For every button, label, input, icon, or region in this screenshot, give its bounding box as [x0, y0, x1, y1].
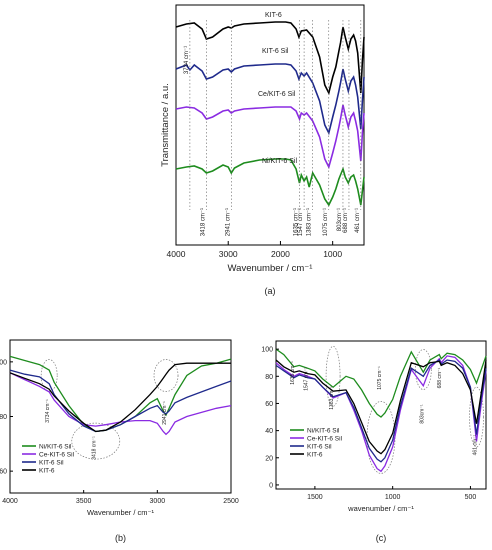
series-line-a-0 — [175, 21, 365, 96]
series-label-a: KIT-6 Sil — [262, 48, 289, 55]
series-label-a: Ce/KIT-6 Sil — [258, 91, 296, 98]
series-line-c-0 — [275, 348, 487, 418]
annotation-a: 1075 cm⁻¹ — [323, 208, 329, 236]
y-tick-label-b: 80 — [0, 414, 7, 421]
x-tick-label-a: 1000 — [323, 249, 342, 259]
annotation-a: 3734 cm⁻¹ — [184, 46, 190, 74]
y-tick-label-c: 20 — [265, 455, 273, 462]
series-line-c-2 — [275, 359, 487, 463]
annotation-a: 461 cm⁻¹ — [355, 208, 361, 233]
legend-label-b: KIT-6 Sil — [39, 459, 64, 466]
x-tick-label-a: 3000 — [219, 249, 238, 259]
annotation-b: 3418 cm⁻¹ — [92, 436, 98, 460]
series-line-c-3 — [275, 359, 487, 455]
legend-label-c: KIT-6 Sil — [307, 443, 332, 450]
y-tick-label-c: 100 — [261, 347, 273, 354]
annotation-a: 803cm⁻¹ — [337, 208, 343, 231]
annotation-c: 803cm⁻¹ — [419, 404, 425, 424]
band-ellipse-b — [71, 422, 121, 460]
series-line-b-2 — [9, 369, 232, 433]
annotation-a: 1547 cm⁻¹ — [298, 208, 304, 236]
legend-label-b: Ce-KIT-6 Sil — [39, 451, 75, 458]
x-tick-label-a: 4000 — [167, 249, 186, 259]
legend-label-c: Ce-KIT-6 Sil — [307, 435, 343, 442]
y-tick-label-c: 0 — [269, 482, 273, 489]
legend-label-c: KIT-6 — [307, 451, 323, 458]
x-tick-label-c: 1500 — [307, 494, 323, 501]
band-ellipse-c — [325, 345, 341, 407]
annotation-c: 1635 cm⁻¹ — [290, 361, 296, 385]
y-tick-label-b: 60 — [0, 469, 7, 476]
panel-label-a: (a) — [265, 286, 276, 296]
band-ellipse-c — [414, 349, 432, 390]
legend-label-b: KIT-6 — [39, 467, 55, 474]
annotation-b: 3734 cm⁻¹ — [45, 399, 51, 423]
series-line-b-1 — [9, 372, 232, 436]
legend-label-c: Ni/KIT-6 Sil — [307, 427, 340, 434]
x-tick-label-b: 2500 — [223, 498, 239, 505]
x-tick-label-b: 3000 — [150, 498, 166, 505]
annotation-b: 2941 cm⁻¹ — [162, 401, 168, 425]
x-tick-label-c: 500 — [465, 494, 477, 501]
annotation-a: 1635 cm⁻¹ — [294, 208, 300, 236]
band-ellipse-b — [153, 359, 179, 392]
annotation-c: 688 cm⁻¹ — [437, 367, 443, 388]
x-axis-label-c: wavenumber / cm⁻¹ — [347, 504, 414, 513]
plot-frame-a — [175, 4, 365, 246]
x-axis-label-b: Wavenumber / cm⁻¹ — [87, 508, 155, 517]
band-ellipse-c — [469, 386, 484, 448]
panel-label-c: (c) — [376, 533, 387, 543]
annotation-c: 1547 cm⁻¹ — [304, 367, 310, 391]
x-tick-label-c: 1000 — [385, 494, 401, 501]
plot-frame-c — [275, 340, 487, 490]
annotation-c: 1383 cm⁻¹ — [329, 386, 335, 410]
series-line-a-2 — [175, 104, 365, 170]
y-tick-label-b: 100 — [0, 359, 7, 366]
series-line-a-1 — [175, 63, 365, 136]
y-tick-label-c: 40 — [265, 428, 273, 435]
annotation-a: 688 cm⁻¹ — [343, 208, 349, 233]
annotation-c: 461 cm⁻¹ — [473, 434, 479, 455]
y-axis-label-a: Transmittance / a.u. — [160, 83, 171, 167]
series-line-b-3 — [9, 362, 231, 433]
series-line-a-3 — [175, 158, 365, 207]
y-tick-label-c: 60 — [265, 401, 273, 408]
series-label-a: Ni/KIT-6 Sil — [262, 158, 297, 165]
y-tick-label-c: 80 — [265, 374, 273, 381]
annotation-a: 3418 cm⁻¹ — [200, 208, 206, 236]
x-tick-label-a: 2000 — [271, 249, 290, 259]
series-label-a: KIT-6 — [265, 12, 282, 19]
x-tick-label-b: 4000 — [2, 498, 18, 505]
x-tick-label-b: 3500 — [76, 498, 92, 505]
annotation-c: 1075 cm⁻¹ — [377, 366, 383, 390]
x-axis-label-a: Wavenumber / cm⁻¹ — [228, 263, 313, 274]
annotation-a: 1383 cm⁻¹ — [307, 208, 313, 236]
legend-label-b: Ni/KIT-6 Sil — [39, 443, 72, 450]
panel-label-b: (b) — [115, 533, 126, 543]
annotation-a: 2941 cm⁻¹ — [225, 208, 231, 236]
